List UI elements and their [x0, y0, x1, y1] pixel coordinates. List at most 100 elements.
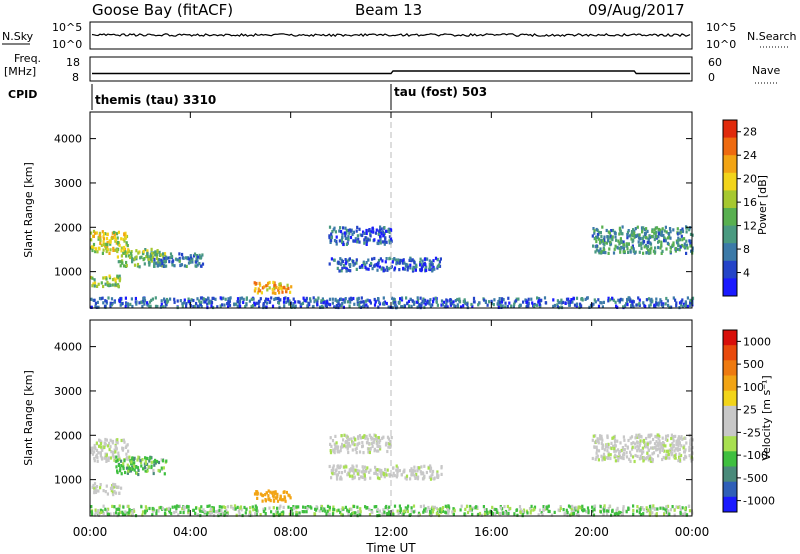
heatmap-cell	[92, 234, 95, 238]
heatmap-cell	[220, 505, 223, 509]
heatmap-cell	[669, 246, 672, 250]
heatmap-cell	[593, 237, 596, 241]
heatmap-cell	[594, 434, 597, 438]
heatmap-cell	[298, 511, 301, 515]
heatmap-cell	[106, 492, 109, 496]
heatmap-cell	[599, 240, 602, 245]
heatmap-cell	[336, 266, 339, 270]
heatmap-cell	[314, 298, 317, 302]
heatmap-cell	[419, 261, 422, 265]
heatmap-cell	[681, 238, 684, 242]
heatmap-cell	[325, 300, 328, 304]
heatmap-cell	[662, 455, 665, 460]
heatmap-cell	[205, 513, 209, 517]
heatmap-cell	[681, 305, 684, 309]
heatmap-cell	[615, 455, 618, 459]
heatmap-cell	[347, 509, 350, 513]
heatmap-cell	[605, 228, 608, 233]
heatmap-cell	[297, 505, 300, 509]
heatmap-cell	[115, 459, 118, 463]
heatmap-cell	[595, 445, 598, 449]
heatmap-cell	[113, 248, 116, 252]
heatmap-cell	[122, 264, 126, 268]
heatmap-cell	[331, 301, 334, 305]
heatmap-cell	[178, 259, 181, 263]
heatmap-cell	[187, 505, 190, 509]
heatmap-cell	[335, 235, 338, 239]
heatmap-cell	[328, 508, 331, 512]
heatmap-cell	[577, 510, 580, 514]
heatmap-cell	[651, 459, 654, 464]
heatmap-cell	[366, 437, 369, 441]
heatmap-cell	[351, 442, 354, 446]
ytick-label: 1000	[54, 266, 82, 279]
heatmap-cell	[194, 511, 197, 515]
heatmap-cell	[115, 511, 118, 515]
heatmap-cell	[565, 508, 568, 512]
heatmap-cell	[499, 303, 502, 307]
heatmap-cell	[133, 257, 136, 261]
heatmap-cell	[416, 300, 420, 305]
heatmap-cell	[125, 302, 128, 306]
heatmap-cell	[321, 297, 324, 301]
heatmap-cell	[570, 509, 573, 513]
heatmap-cell	[488, 300, 491, 304]
heatmap-cell	[344, 234, 347, 238]
heatmap-cell	[689, 443, 692, 447]
heatmap-cell	[594, 236, 597, 240]
heatmap-cell	[636, 233, 639, 237]
heatmap-cell	[640, 456, 643, 460]
heatmap-cell	[591, 456, 594, 461]
heatmap-cell	[339, 510, 342, 515]
heatmap-cell	[679, 229, 682, 233]
heatmap-cell	[618, 241, 621, 245]
heatmap-cell	[427, 466, 430, 470]
heatmap-cell	[513, 302, 516, 306]
heatmap-cell	[557, 508, 560, 512]
heatmap-cell	[423, 257, 426, 261]
heatmap-cell	[389, 445, 392, 449]
heatmap-cell	[649, 446, 653, 450]
heatmap-cell	[425, 470, 428, 475]
heatmap-cell	[685, 230, 688, 234]
heatmap-cell	[409, 477, 412, 481]
heatmap-cell	[477, 512, 480, 517]
heatmap-cell	[367, 229, 370, 233]
heatmap-cell	[513, 512, 516, 516]
velocity-ylabel: Slant Range [km]	[22, 370, 35, 466]
heatmap-cell	[476, 505, 479, 509]
heatmap-cell	[119, 297, 122, 301]
heatmap-cell	[120, 254, 123, 258]
heatmap-cell	[346, 447, 349, 451]
heatmap-cell	[609, 298, 612, 302]
heatmap-cell	[256, 509, 259, 513]
heatmap-cell	[155, 253, 158, 257]
heatmap-cell	[657, 454, 660, 458]
heatmap-cell	[201, 509, 204, 513]
heatmap-cell	[163, 472, 166, 476]
heatmap-cell	[121, 261, 124, 265]
heatmap-cell	[111, 236, 114, 240]
heatmap-cell	[207, 301, 211, 305]
heatmap-cell	[624, 304, 627, 308]
heatmap-cell	[105, 457, 108, 461]
heatmap-cell	[433, 505, 436, 509]
heatmap-cell	[163, 300, 166, 304]
heatmap-cell	[127, 449, 130, 453]
heatmap-cell	[122, 467, 125, 471]
heatmap-cell	[688, 239, 691, 243]
heatmap-cell	[429, 467, 433, 471]
heatmap-cell	[622, 435, 625, 439]
heatmap-cell	[630, 237, 633, 241]
heatmap-cell	[648, 454, 652, 458]
heatmap-cell	[572, 509, 575, 513]
heatmap-cell	[93, 456, 96, 461]
nsearch-label: N.Search	[747, 30, 797, 43]
heatmap-cell	[600, 301, 603, 305]
heatmap-cell	[115, 507, 118, 511]
ytick-label: 2000	[54, 221, 82, 234]
heatmap-cell	[375, 437, 378, 441]
heatmap-cell	[146, 301, 149, 305]
heatmap-cell	[358, 450, 362, 454]
